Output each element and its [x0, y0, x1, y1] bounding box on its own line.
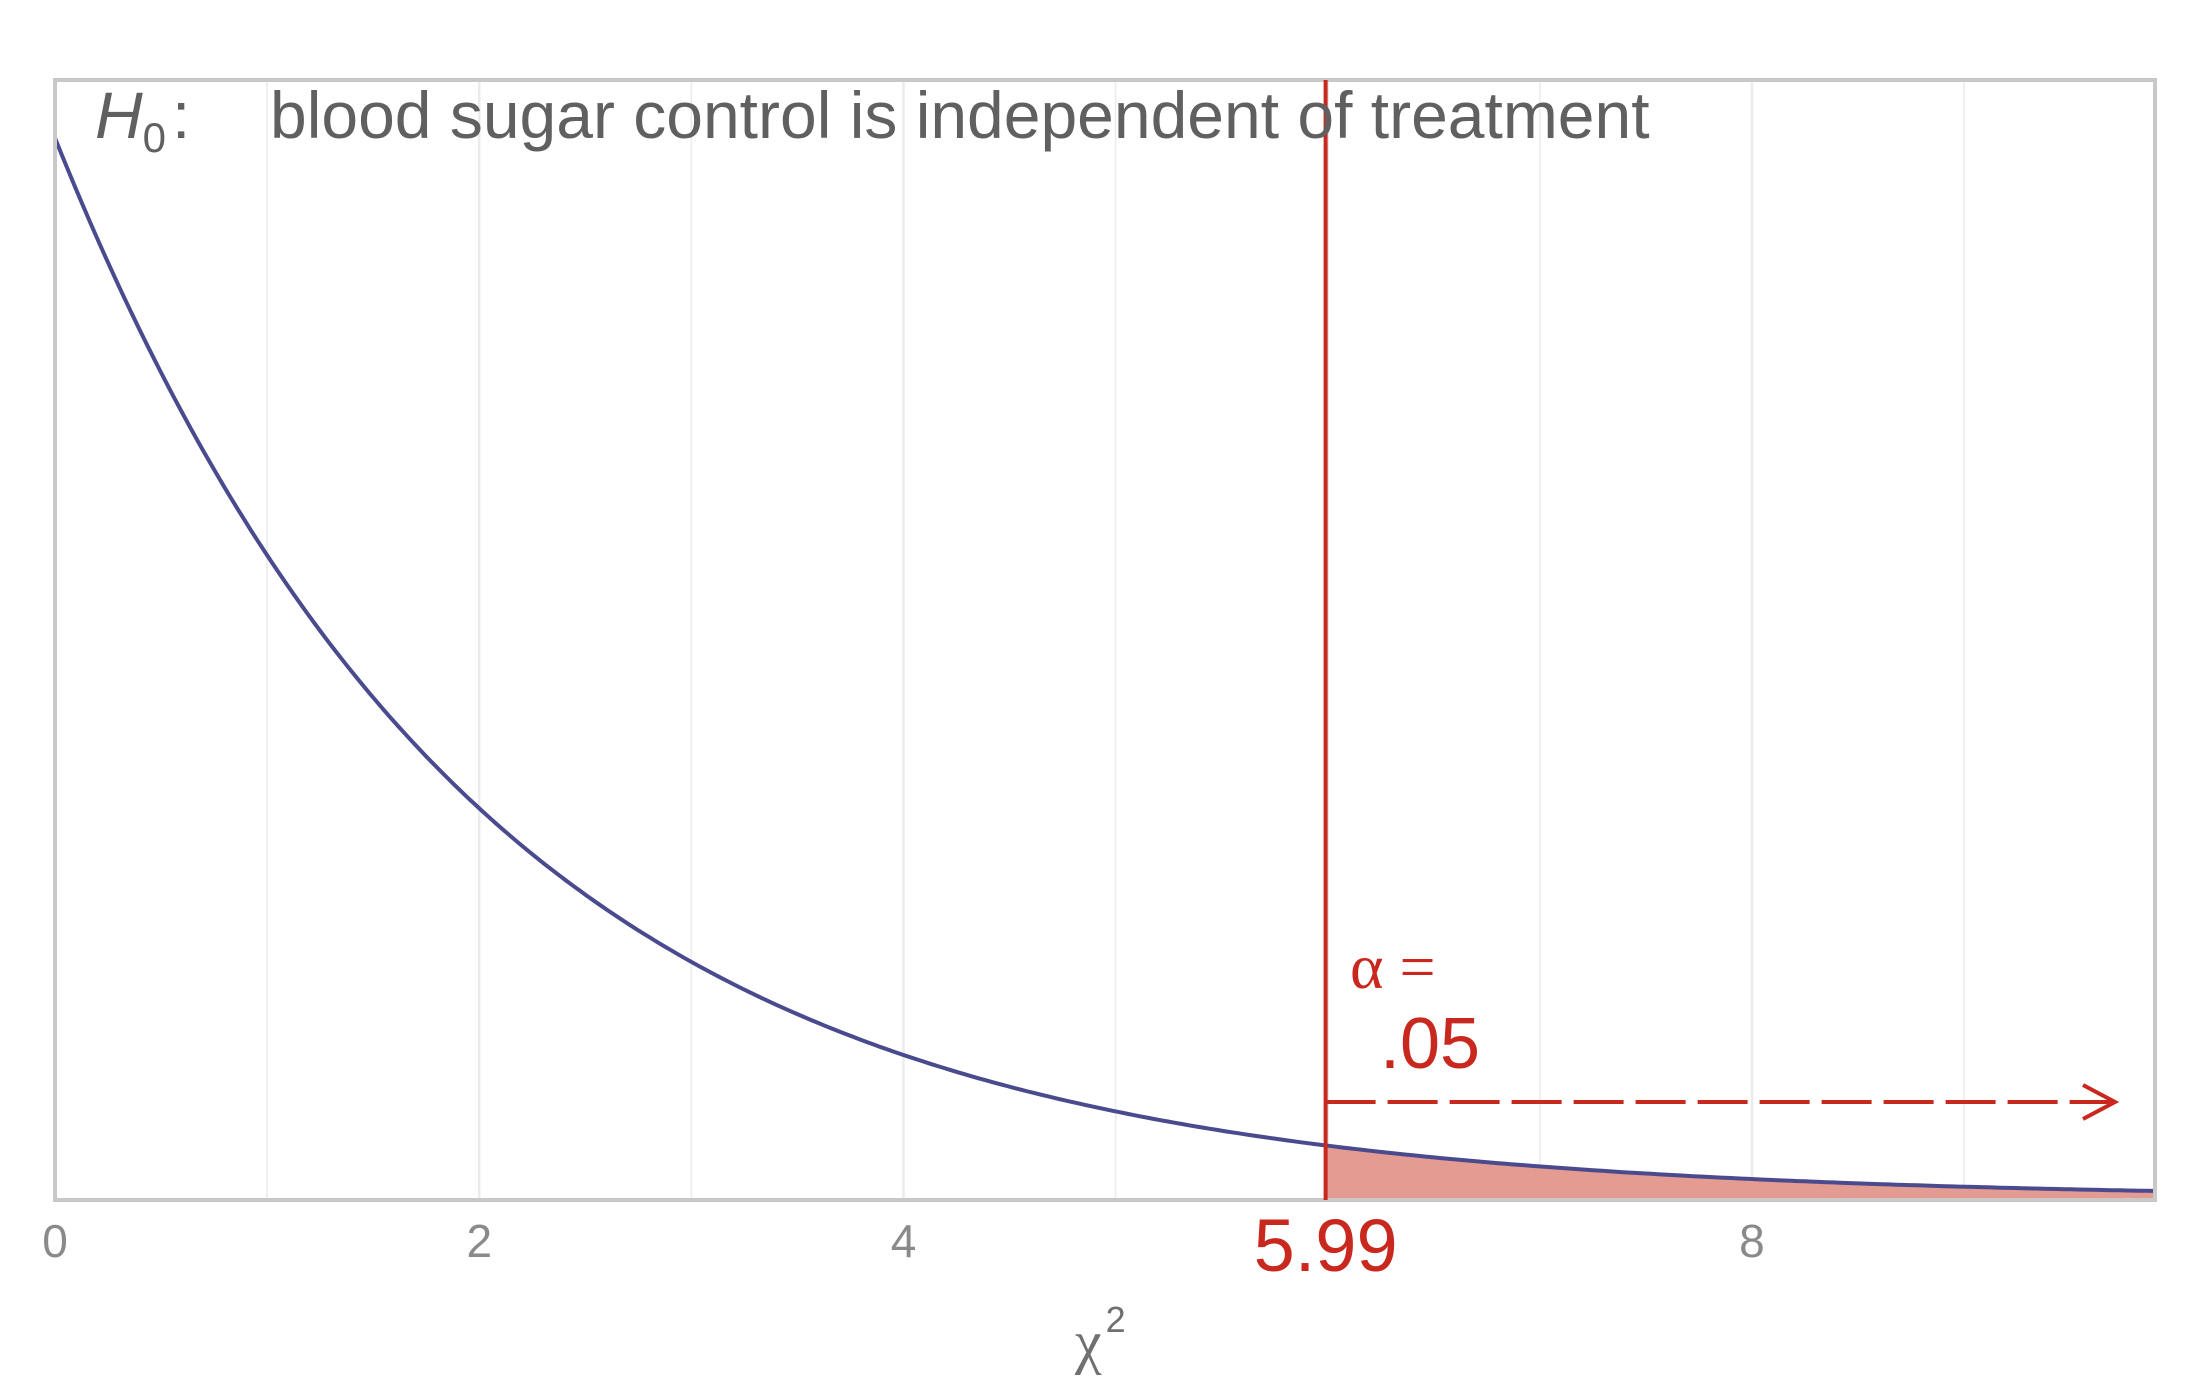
x-tick-label: 2: [466, 1215, 492, 1267]
hypothesis-text: blood sugar control is independent of tr…: [270, 78, 1650, 152]
hypothesis-label: H0:: [95, 78, 190, 161]
x-tick-label: 8: [1739, 1215, 1765, 1267]
x-tick-label: 0: [42, 1215, 68, 1267]
critical-value-label: 5.99: [1254, 1204, 1398, 1287]
x-axis-symbol: χ: [1074, 1309, 1102, 1375]
alpha-arrow-head: [2082, 1083, 2120, 1121]
hypothesis-colon: :: [172, 78, 190, 152]
x-axis-superscript: 2: [1106, 1299, 1126, 1340]
alpha-label: α =: [1350, 931, 1436, 1002]
x-tick-labels: 0 2 4 8: [42, 1215, 1765, 1267]
chi-square-density-curve: [53, 137, 2156, 1193]
x-tick-label: 4: [891, 1215, 917, 1267]
rejection-region-area: [1325, 1145, 2155, 1198]
grid-lines: [266, 80, 1965, 1200]
hypothesis-symbol: H: [95, 78, 143, 152]
hypothesis-subscript: 0: [143, 114, 166, 161]
alpha-value: .05: [1380, 1004, 1480, 1084]
plot-frame: [53, 78, 2157, 1202]
